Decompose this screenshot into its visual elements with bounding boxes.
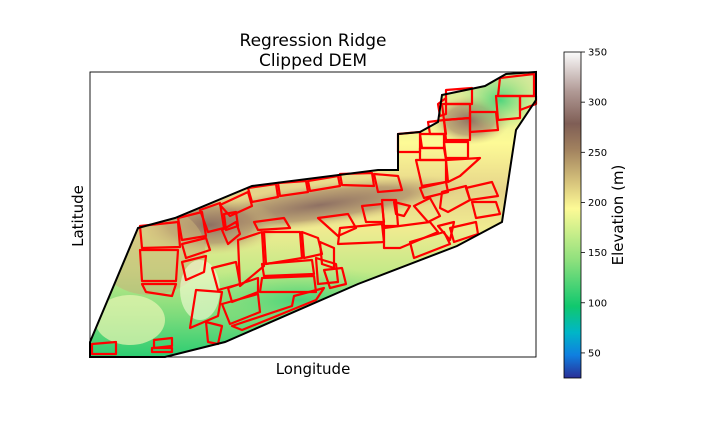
field xyxy=(220,220,242,246)
colorbar-tick-label: 250 xyxy=(588,148,607,159)
field xyxy=(152,336,174,350)
x-axis-label: Longitude xyxy=(276,360,351,378)
colorbar-tick-label: 200 xyxy=(588,198,607,209)
field xyxy=(438,184,472,214)
field xyxy=(222,210,240,232)
field xyxy=(262,230,304,266)
colorbar-label: Elevation (m) xyxy=(609,165,627,266)
chart-title: Regression Ridge xyxy=(240,31,387,51)
field xyxy=(468,110,500,134)
chart-subtitle: Clipped DEM xyxy=(259,51,367,71)
colorbar: 50 100 150 200 250 300 350 Elevation (m) xyxy=(563,48,627,379)
field xyxy=(418,146,448,162)
field xyxy=(442,140,470,160)
colorbar-gradient xyxy=(563,51,582,379)
field xyxy=(252,216,292,232)
field xyxy=(188,288,224,330)
field xyxy=(180,236,212,260)
field xyxy=(226,276,260,304)
field xyxy=(306,174,342,193)
colorbar-tick-label: 300 xyxy=(588,98,607,109)
colorbar-ticks: 50 100 150 200 250 300 350 xyxy=(581,48,607,359)
field xyxy=(230,286,326,332)
field xyxy=(218,190,254,218)
field xyxy=(470,200,502,220)
field xyxy=(180,254,208,282)
field xyxy=(138,248,180,283)
field xyxy=(276,179,310,198)
colorbar-tick-label: 50 xyxy=(588,348,601,359)
field xyxy=(314,256,340,286)
colorbar-tick-label: 100 xyxy=(588,298,607,309)
field xyxy=(436,220,456,242)
field xyxy=(392,200,412,218)
field xyxy=(138,220,182,250)
field xyxy=(246,182,280,204)
field xyxy=(322,266,348,290)
field xyxy=(260,258,316,278)
field xyxy=(258,274,318,294)
field xyxy=(140,282,178,298)
axes-frame xyxy=(89,71,537,358)
field xyxy=(408,230,452,260)
field xyxy=(150,346,174,354)
field xyxy=(418,180,450,200)
field xyxy=(412,196,442,224)
field xyxy=(316,212,358,238)
field xyxy=(338,171,376,188)
field xyxy=(220,292,262,326)
y-axis-label: Latitude xyxy=(69,185,87,247)
field xyxy=(236,230,266,288)
field xyxy=(372,172,404,194)
boundary-outline xyxy=(89,70,537,358)
field xyxy=(90,340,118,356)
colorbar-tick-label: 150 xyxy=(588,248,607,259)
colorbar-tick-label: 350 xyxy=(588,48,607,59)
field xyxy=(176,210,208,242)
